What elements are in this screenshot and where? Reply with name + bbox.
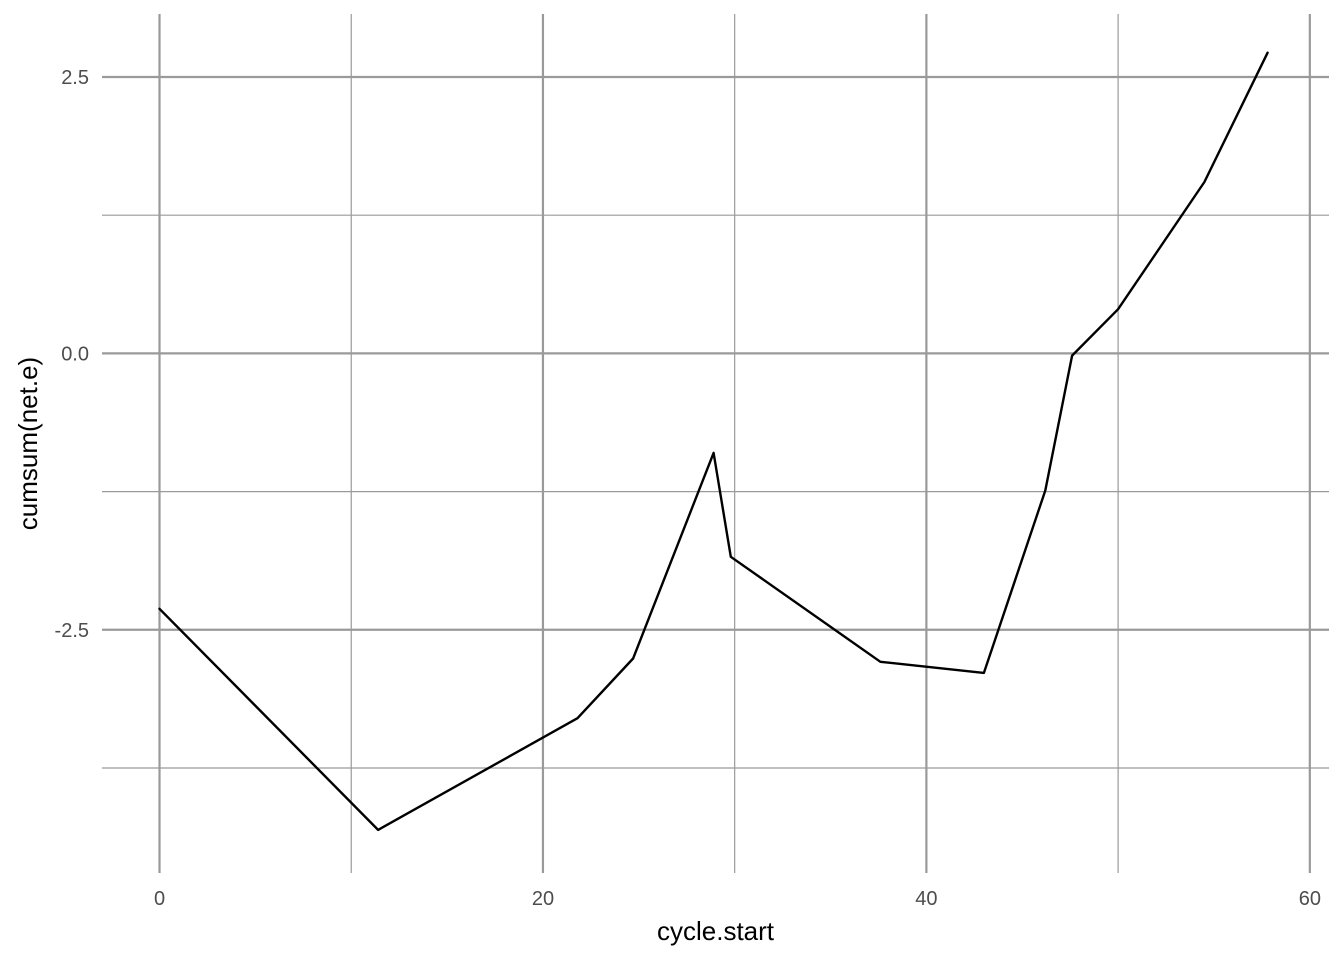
grid-lines xyxy=(102,14,1329,873)
x-tick-label: 20 xyxy=(532,888,554,910)
y-tick-label: 2.5 xyxy=(61,67,89,89)
series-line xyxy=(158,51,1269,832)
x-tick-label: 40 xyxy=(915,888,937,910)
y-tick-label: 0.0 xyxy=(61,343,89,365)
x-tick-label: 0 xyxy=(154,888,165,910)
series-layer xyxy=(158,51,1269,832)
y-tick-label: -2.5 xyxy=(55,620,89,642)
x-axis-title: cycle.start xyxy=(657,916,775,946)
tick-labels: 0 20 40 60 -2.5 0.0 2.5 xyxy=(55,67,1321,910)
y-axis-title: cumsum(net.e) xyxy=(13,357,43,530)
x-tick-label: 60 xyxy=(1299,888,1321,910)
